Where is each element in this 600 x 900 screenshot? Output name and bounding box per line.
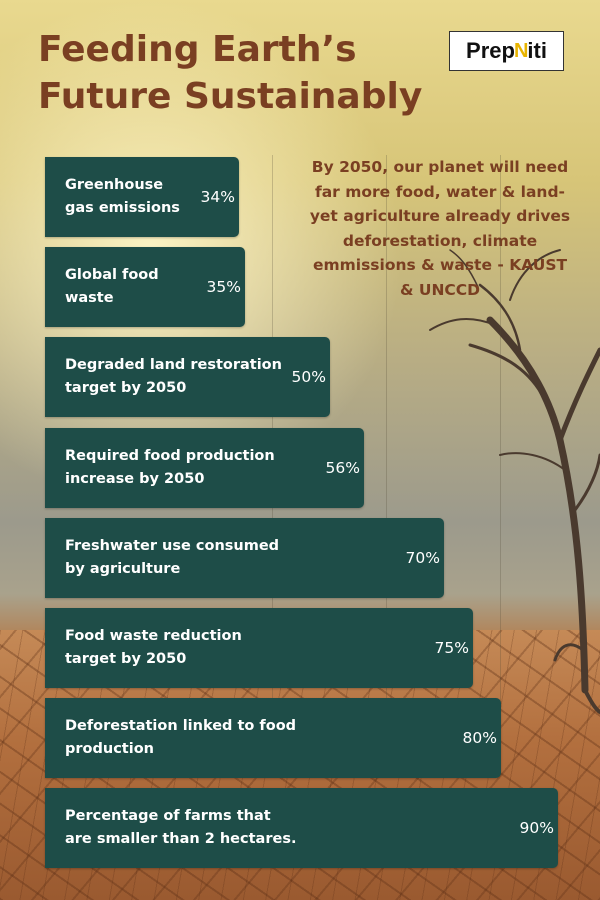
bar-label: Required food production increase by 2050 [65, 447, 275, 487]
bar-value-label: 56% [325, 458, 360, 477]
bar-label: Degraded land restoration target by 2050 [65, 357, 282, 397]
bar: Degraded land restoration target by 2050 5… [45, 337, 330, 418]
bar-value-label: 35% [206, 278, 241, 297]
bar: Freshwater use consumed by agriculture 70% [45, 517, 444, 598]
bar: Global food waste 35% [45, 247, 245, 328]
intro-quote: By 2050, our planet will need far more f… [309, 158, 571, 299]
bar-value-label: 80% [462, 729, 497, 748]
chart-gridline [500, 155, 501, 715]
logo-text-iti: iti [527, 38, 547, 63]
bar-label: Global food waste [65, 267, 159, 307]
bar: Food waste reduction target by 2050 75% [45, 608, 473, 688]
bar-label: Freshwater use consumed by agriculture [65, 537, 280, 577]
bar-label: Greenhouse gas emissions [65, 177, 180, 216]
bar: Greenhouse gas emissions 34% [45, 157, 239, 237]
bar-value-label: 50% [291, 368, 326, 387]
bar-value-label: 75% [434, 639, 469, 657]
chart-gridline [386, 155, 387, 715]
bar-value-label: 90% [519, 819, 554, 838]
bar-label: Food waste reduction target by 2050 [65, 628, 242, 667]
bar-value-label: 34% [200, 188, 235, 206]
bar: Percentage of farms that are smaller than… [45, 788, 558, 869]
bar-value-label: 70% [405, 548, 440, 567]
page-title: Feeding Earth’s Future Sustainably [38, 29, 423, 117]
bar-label: Percentage of farms that are smaller than… [65, 808, 297, 848]
logo-spark-icon: N [513, 39, 529, 62]
logo-text-prep: Prep [466, 38, 515, 63]
bar: Deforestation linked to food production 80… [45, 698, 501, 779]
bar-label: Deforestation linked to food production [65, 718, 297, 758]
bar: Required food production increase by 2050… [45, 427, 364, 508]
